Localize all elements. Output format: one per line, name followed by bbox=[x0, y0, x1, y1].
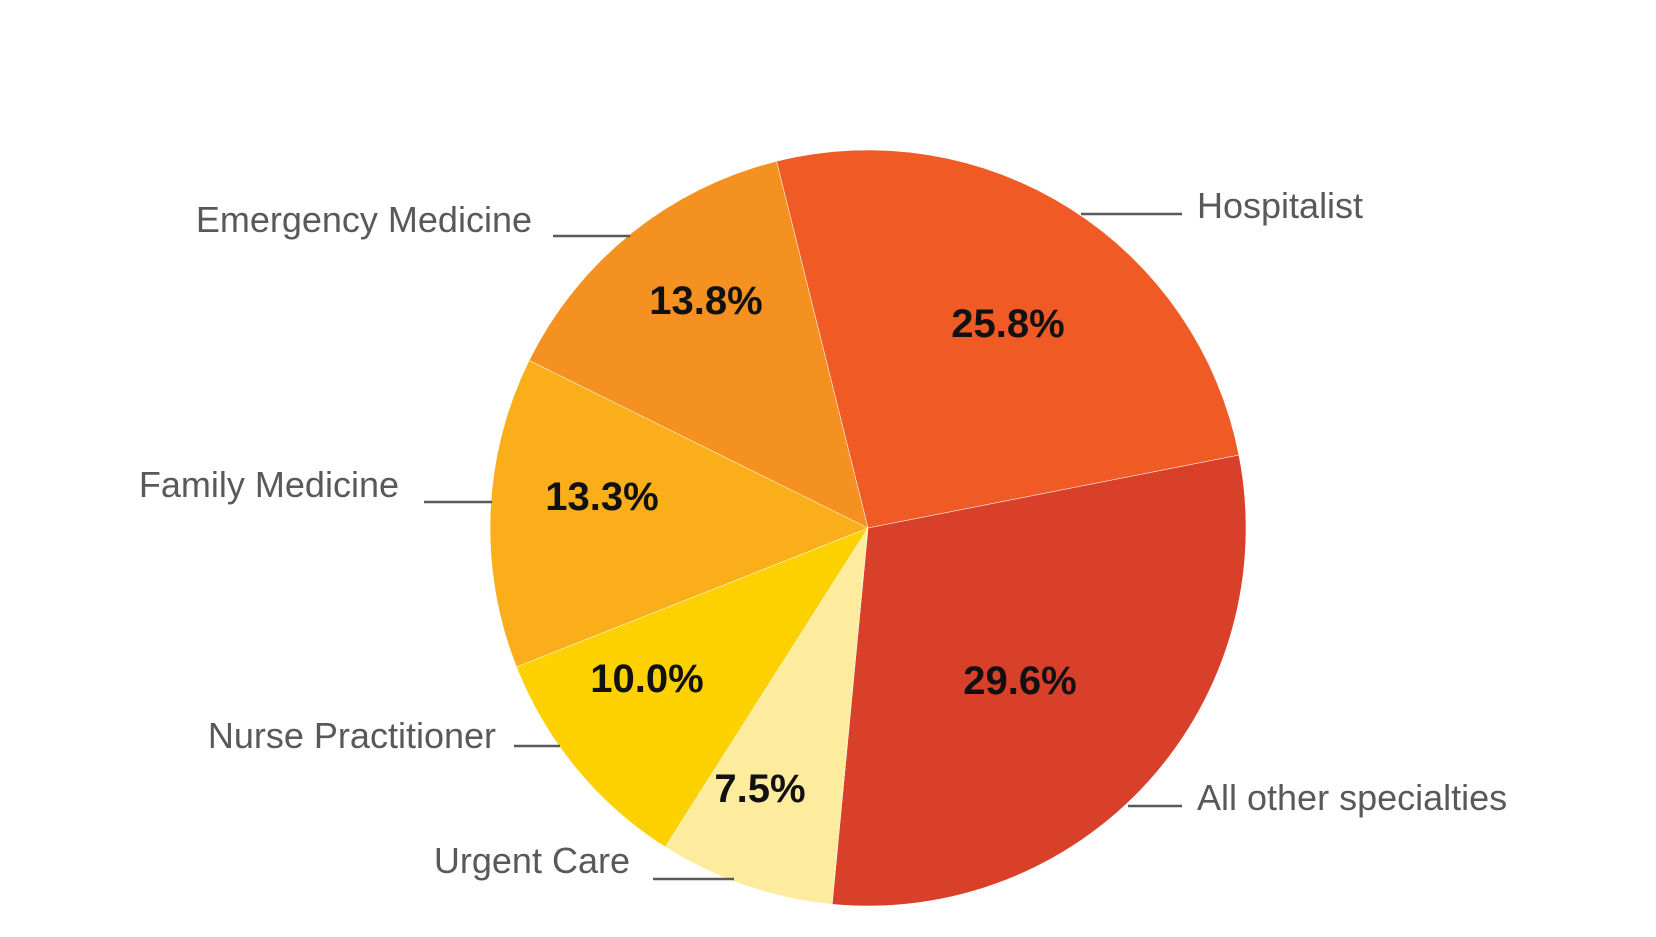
category-label-all-other-specialties: All other specialties bbox=[1197, 777, 1507, 818]
value-label-urgent-care: 7.5% bbox=[714, 767, 805, 811]
category-label-emergency-medicine: Emergency Medicine bbox=[196, 199, 532, 240]
pie-slice-family-medicine bbox=[489, 360, 869, 668]
pie-slice-emergency-medicine bbox=[528, 160, 869, 529]
value-label-all-other-specialties: 29.6% bbox=[963, 659, 1076, 703]
value-label-hospitalist: 25.8% bbox=[951, 302, 1064, 346]
category-label-hospitalist: Hospitalist bbox=[1197, 185, 1363, 226]
pie-slice-nurse-practitioner bbox=[516, 527, 869, 848]
pie-slice-all-other-specialties bbox=[831, 454, 1247, 907]
pie-slice-hospitalist bbox=[776, 149, 1240, 529]
pie-slice-urgent-care bbox=[664, 527, 869, 905]
value-label-emergency-medicine: 13.8% bbox=[649, 279, 762, 323]
category-label-family-medicine: Family Medicine bbox=[139, 464, 399, 505]
category-label-urgent-care: Urgent Care bbox=[434, 840, 630, 881]
value-label-family-medicine: 13.3% bbox=[545, 475, 658, 519]
value-label-nurse-practitioner: 10.0% bbox=[590, 657, 703, 701]
category-label-nurse-practitioner: Nurse Practitioner bbox=[208, 715, 496, 756]
